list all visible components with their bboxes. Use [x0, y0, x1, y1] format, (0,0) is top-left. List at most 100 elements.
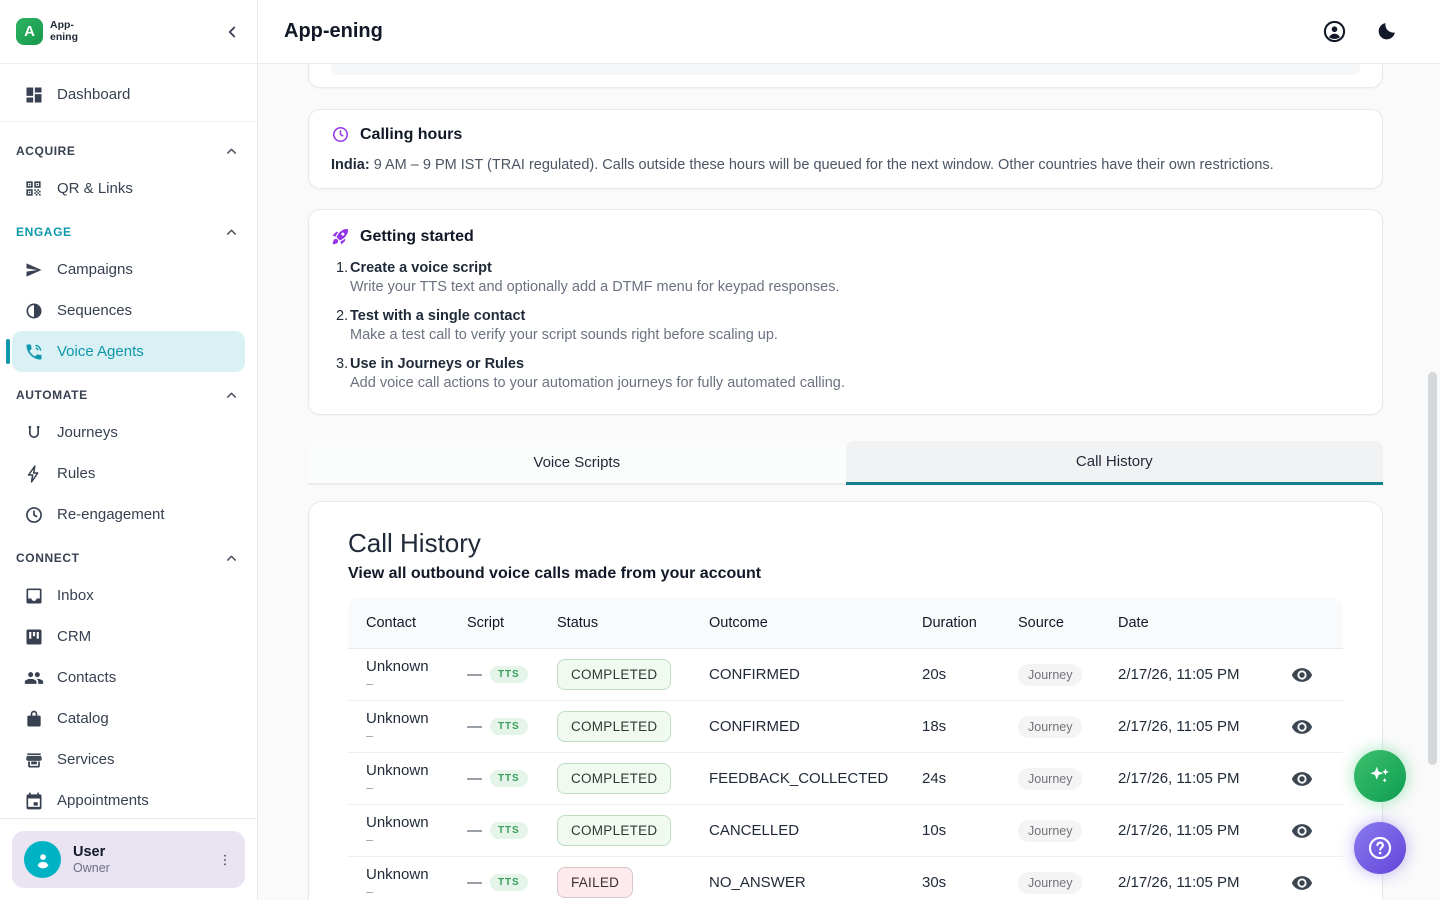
- sidebar-collapse-icon[interactable]: [223, 23, 241, 41]
- sidebar-item-label: Rules: [57, 465, 96, 482]
- status-badge: COMPLETED: [557, 659, 672, 690]
- sidebar-footer: User Owner: [0, 818, 257, 900]
- date-text: 2/17/26, 11:05 PM: [1118, 822, 1240, 839]
- sidebar-item-contacts[interactable]: Contacts: [0, 657, 257, 698]
- sidebar-section-acquire[interactable]: ACQUIRE: [0, 142, 257, 160]
- contact-sub: –: [366, 884, 374, 899]
- table-row: Unknown – — TTS COMPLETED CONFIRMED 18s Jo…: [348, 701, 1343, 753]
- source-badge: Journey: [1018, 715, 1083, 738]
- send-icon: [24, 260, 44, 280]
- call-history-card: Call History View all outbound voice cal…: [308, 501, 1383, 900]
- script-dash: —: [467, 718, 482, 735]
- step-number: 2.: [336, 308, 349, 324]
- sidebar-item-voice-agents[interactable]: Voice Agents: [6, 331, 245, 372]
- script-dash: —: [467, 666, 482, 683]
- sidebar-item-inbox[interactable]: Inbox: [0, 575, 257, 616]
- content-area: Calling hours India: 9 AM – 9 PM IST (TR…: [258, 64, 1440, 900]
- getting-started-steps: 1. Create a voice script Write your TTS …: [331, 260, 1360, 391]
- sidebar-item-appointments[interactable]: Appointments: [0, 780, 257, 821]
- sidebar-item-services[interactable]: Services: [0, 739, 257, 780]
- journey-route-icon: [24, 423, 44, 443]
- step-title: Test with a single contact: [350, 308, 526, 324]
- column-status: Status: [557, 614, 599, 631]
- help-button[interactable]: [1354, 822, 1406, 874]
- chevron-up-icon[interactable]: [224, 388, 239, 403]
- duration-text: 30s: [922, 874, 947, 891]
- sidebar-item-label: Dashboard: [57, 86, 131, 103]
- source-badge: Journey: [1018, 663, 1083, 686]
- column-contact: Contact: [366, 614, 416, 631]
- shopping-bag-icon: [24, 709, 44, 729]
- date-text: 2/17/26, 11:05 PM: [1118, 718, 1240, 735]
- column-date: Date: [1118, 614, 1149, 631]
- table-row: Unknown – — TTS COMPLETED CONFIRMED 20s Jo…: [348, 649, 1343, 701]
- step-item: 3. Use in Journeys or Rules Add voice ca…: [331, 356, 1360, 391]
- step-description: Add voice call actions to your automatio…: [350, 375, 845, 391]
- tab-call-history[interactable]: Call History: [845, 441, 1383, 485]
- ai-assistant-button[interactable]: [1354, 750, 1406, 802]
- tts-badge: TTS: [490, 822, 528, 839]
- script-dash: —: [467, 770, 482, 787]
- sidebar-item-rules[interactable]: Rules: [0, 453, 257, 494]
- main-area: App-ening Calling hours India: 9 AM – 9 …: [258, 0, 1440, 900]
- date-text: 2/17/26, 11:05 PM: [1118, 874, 1240, 891]
- contact-sub: –: [366, 728, 374, 743]
- sidebar-item-re-engagement[interactable]: Re-engagement: [0, 494, 257, 535]
- outcome-text: NO_ANSWER: [709, 874, 806, 891]
- inbox-icon: [24, 586, 44, 606]
- sidebar-item-label: Voice Agents: [57, 343, 144, 360]
- source-badge: Journey: [1018, 871, 1083, 894]
- sidebar-section-automate[interactable]: AUTOMATE: [0, 386, 257, 404]
- app-logo-letter: A: [24, 23, 35, 40]
- topbar-icons: [1322, 19, 1398, 44]
- chevron-up-icon[interactable]: [224, 225, 239, 240]
- sidebar-section-engage[interactable]: ENGAGE: [0, 223, 257, 241]
- tab-voice-scripts[interactable]: Voice Scripts: [308, 441, 846, 485]
- calling-hours-title: Calling hours: [360, 125, 463, 143]
- getting-started-title: Getting started: [360, 227, 474, 245]
- getting-started-card: Getting started 1. Create a voice script…: [308, 209, 1383, 415]
- clock-icon: [333, 127, 348, 142]
- scrollbar-thumb[interactable]: [1428, 372, 1437, 765]
- outcome-text: FEEDBACK_COLLECTED: [709, 770, 889, 787]
- tts-badge: TTS: [490, 718, 528, 735]
- view-call-eye-icon[interactable]: [1291, 872, 1313, 894]
- getting-started-header: Getting started: [331, 227, 1360, 246]
- view-call-eye-icon[interactable]: [1291, 664, 1313, 686]
- view-call-eye-icon[interactable]: [1291, 716, 1313, 738]
- sidebar-section-connect[interactable]: CONNECT: [0, 549, 257, 567]
- chevron-up-icon[interactable]: [224, 144, 239, 159]
- section-label: ENGAGE: [16, 225, 72, 239]
- sidebar-item-sequences[interactable]: Sequences: [0, 290, 257, 331]
- date-text: 2/17/26, 11:05 PM: [1118, 770, 1240, 787]
- chevron-up-icon[interactable]: [224, 551, 239, 566]
- source-badge: Journey: [1018, 767, 1083, 790]
- sidebar-item-qr-links[interactable]: QR & Links: [0, 168, 257, 209]
- account-circle-icon[interactable]: [1322, 19, 1347, 44]
- clock-icon: [24, 505, 44, 525]
- table-row: Unknown – — TTS FAILED NO_ANSWER 30s Journ…: [348, 857, 1343, 900]
- script-dash: —: [467, 874, 482, 891]
- sidebar-item-catalog[interactable]: Catalog: [0, 698, 257, 739]
- sidebar-item-campaigns[interactable]: Campaigns: [0, 249, 257, 290]
- sidebar: A App- ening Dashboard ACQUIRE QR & L: [0, 0, 258, 900]
- script-dash: —: [467, 822, 482, 839]
- sidebar-item-dashboard[interactable]: Dashboard: [0, 74, 257, 115]
- duration-text: 18s: [922, 718, 947, 735]
- sidebar-item-journeys[interactable]: Journeys: [0, 412, 257, 453]
- sidebar-item-crm[interactable]: CRM: [0, 616, 257, 657]
- sidebar-item-label: Campaigns: [57, 261, 133, 278]
- partial-card-above: [308, 64, 1383, 88]
- user-role: Owner: [73, 861, 110, 875]
- view-call-eye-icon[interactable]: [1291, 820, 1313, 842]
- calendar-icon: [24, 791, 44, 811]
- outcome-text: CONFIRMED: [709, 666, 800, 683]
- user-card[interactable]: User Owner: [12, 831, 245, 888]
- view-call-eye-icon[interactable]: [1291, 768, 1313, 790]
- sidebar-nav: Dashboard ACQUIRE QR & Links ENGAGE: [0, 64, 257, 900]
- phone-call-icon: [24, 342, 44, 362]
- dark-mode-moon-icon[interactable]: [1375, 20, 1398, 43]
- user-info: User Owner: [73, 844, 110, 875]
- more-vertical-icon[interactable]: [217, 852, 233, 868]
- partial-card-inner: [331, 64, 1360, 75]
